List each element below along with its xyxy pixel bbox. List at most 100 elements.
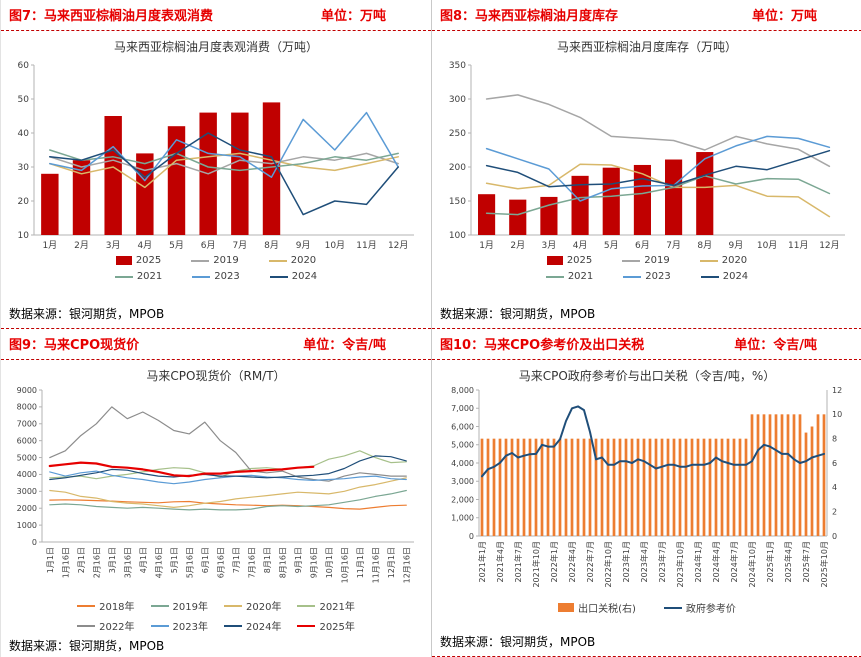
- figure-caption: 图10：马来CPO参考价及出口关税: [440, 338, 645, 353]
- svg-text:200: 200: [449, 163, 466, 173]
- legend-bar-swatch: [546, 256, 563, 265]
- legend-label: 2024年: [246, 622, 282, 633]
- svg-text:10: 10: [832, 410, 842, 419]
- svg-text:10月: 10月: [757, 240, 777, 251]
- svg-text:12月: 12月: [819, 240, 839, 251]
- svg-text:2000: 2000: [17, 504, 37, 513]
- inventory-chart-canvas: 100 150 200 250 300 350 1月 2月 3月 4月 5月 6月 7月 8月 9月 10月 1…: [449, 61, 845, 251]
- svg-text:2025年10月: 2025年10月: [819, 541, 829, 588]
- legend-item-2024年: 2024年: [224, 618, 281, 633]
- legend-line-swatch: [545, 275, 564, 278]
- figure-caption: 图8：马来西亚棕榈油月度库存: [440, 9, 619, 24]
- svg-text:2023年1月: 2023年1月: [621, 541, 631, 582]
- legend-line-swatch: [150, 624, 169, 627]
- svg-text:2025年1月: 2025年1月: [765, 541, 775, 582]
- legend-line-swatch: [224, 624, 242, 627]
- legend-line-swatch: [622, 259, 641, 262]
- svg-text:6000: 6000: [17, 436, 37, 445]
- data-source: 数据来源：银河期货，MPOB: [1, 633, 431, 657]
- svg-text:9月: 9月: [296, 240, 311, 251]
- legend-item-2019年: 2019年: [150, 598, 208, 613]
- svg-text:12: 12: [832, 386, 842, 395]
- svg-text:2022年1月: 2022年1月: [549, 541, 559, 582]
- svg-text:9月16日: 9月16日: [309, 547, 318, 578]
- svg-text:3,000: 3,000: [451, 477, 474, 486]
- legend-label: 2020: [290, 255, 317, 266]
- legend-item-2018年: 2018年: [77, 598, 135, 613]
- legend-label: 2021年: [319, 602, 355, 613]
- legend-label: 2023: [214, 271, 240, 282]
- svg-text:40: 40: [18, 129, 30, 139]
- svg-text:3月: 3月: [542, 240, 557, 251]
- svg-text:2024年7月: 2024年7月: [729, 541, 739, 582]
- svg-text:2024年10月: 2024年10月: [747, 541, 757, 588]
- svg-text:8月: 8月: [264, 240, 279, 251]
- svg-text:2021年1月: 2021年1月: [477, 541, 487, 582]
- legend-label: 2025: [135, 255, 162, 266]
- legend-label: 政府参考价: [685, 604, 736, 615]
- svg-text:4月16日: 4月16日: [154, 547, 163, 578]
- legend-line-swatch: [192, 275, 211, 278]
- svg-text:1月1日: 1月1日: [46, 547, 55, 573]
- svg-text:6月1日: 6月1日: [201, 547, 210, 573]
- legend-item-2025年: 2025年: [297, 618, 355, 633]
- svg-text:2021年4月: 2021年4月: [495, 541, 505, 582]
- legend-label: 2021: [136, 271, 163, 282]
- svg-text:11月: 11月: [788, 240, 808, 251]
- svg-text:6月: 6月: [635, 240, 650, 251]
- svg-text:1,000: 1,000: [451, 514, 474, 523]
- svg-text:4月1日: 4月1日: [139, 547, 148, 573]
- svg-text:9000: 9000: [17, 386, 37, 395]
- svg-text:12月: 12月: [388, 240, 408, 251]
- svg-text:1月: 1月: [479, 240, 494, 251]
- svg-text:8000: 8000: [17, 403, 37, 412]
- svg-text:8月1日: 8月1日: [263, 547, 272, 573]
- reference-price-chart-canvas: 0 1,000 2,000 3,000 4,000 5,000 6,000 7,000 8,00…: [451, 386, 842, 588]
- svg-text:2022年4月: 2022年4月: [567, 541, 577, 582]
- consumption-chart-area: 马来西亚棕榈油月度表观消费（万吨） 10 20 30 40 50 60 1月 2月 3月 4月 5月…: [1, 31, 431, 301]
- chart-legend: 出口关税(右) 政府参考价: [558, 600, 736, 615]
- chart-title: 马来西亚棕榈油月度库存（万吨）: [556, 40, 737, 54]
- svg-text:9月: 9月: [729, 240, 744, 251]
- legend-item-2022年: 2022年: [77, 618, 135, 633]
- legend-label: 2024: [722, 271, 749, 282]
- legend-item-2019: 2019: [622, 255, 670, 266]
- svg-text:2023年7月: 2023年7月: [657, 541, 667, 582]
- legend-item-2021: 2021: [545, 271, 593, 282]
- svg-text:20: 20: [18, 197, 30, 207]
- svg-text:3月: 3月: [106, 240, 121, 251]
- legend-item-2025: 2025: [546, 255, 592, 266]
- figure-unit: 单位：万吨: [751, 9, 817, 24]
- legend-line-swatch: [77, 604, 96, 607]
- svg-text:8月16日: 8月16日: [278, 547, 287, 578]
- data-source: 数据来源：银河期货，MPOB: [1, 301, 431, 329]
- chart-legend: 2025 2019 2020 2021 2023 2024: [517, 255, 777, 282]
- panel-fig9-header: 图9：马来CPO现货价 单位：令吉/吨: [1, 329, 431, 360]
- figure-unit: 单位：令吉/吨: [734, 338, 817, 353]
- svg-text:10月1日: 10月1日: [325, 547, 334, 578]
- chart-title: 马来西亚棕榈油月度表观消费（万吨）: [113, 40, 318, 54]
- svg-text:11月: 11月: [356, 240, 376, 251]
- svg-text:4: 4: [832, 483, 837, 492]
- figure-unit: 单位：令吉/吨: [303, 338, 386, 353]
- spot-price-chart-area: 马来CPO现货价（RM/T） 0 1000 2000 3000 4000 5000 6000…: [1, 360, 431, 633]
- svg-text:4,000: 4,000: [451, 459, 474, 468]
- svg-text:7月: 7月: [232, 240, 247, 251]
- svg-text:3月16日: 3月16日: [123, 547, 132, 578]
- legend-item-2024: 2024: [269, 271, 318, 282]
- legend-line-swatch: [297, 604, 316, 607]
- legend-item-2020年: 2020年: [224, 598, 281, 613]
- legend-label: 2019年: [172, 602, 208, 613]
- svg-text:3000: 3000: [17, 487, 37, 496]
- legend-item-2023: 2023: [192, 271, 240, 282]
- svg-text:8,000: 8,000: [451, 386, 474, 395]
- svg-text:250: 250: [449, 129, 466, 139]
- svg-text:6: 6: [832, 459, 837, 468]
- figure-unit: 单位：万吨: [320, 9, 386, 24]
- svg-text:2024年1月: 2024年1月: [693, 541, 703, 582]
- legend-label: 2020年: [246, 602, 282, 613]
- legend-label: 2024: [291, 271, 318, 282]
- svg-text:8月: 8月: [697, 240, 712, 251]
- legend-item-2021: 2021: [114, 271, 163, 282]
